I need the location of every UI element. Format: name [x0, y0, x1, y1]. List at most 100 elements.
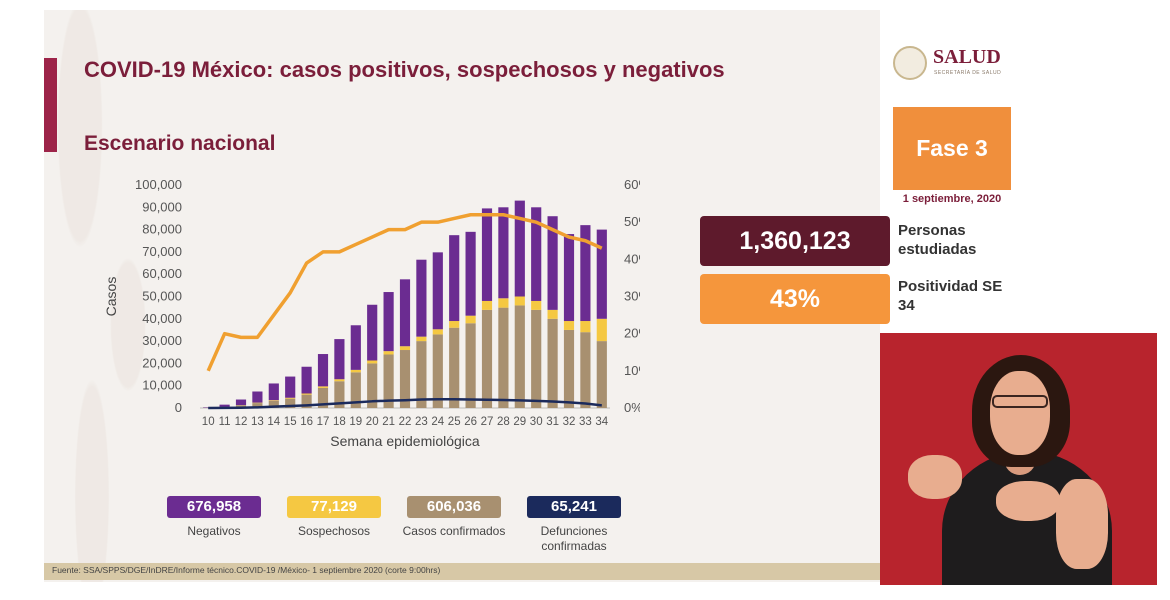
bar-sospechosos — [317, 386, 329, 388]
bar-casos-confirmados — [399, 350, 411, 408]
x-tick-label: 26 — [464, 416, 477, 428]
y2-tick-label: 50% — [624, 214, 640, 229]
positivity-label: Positividad SE 34 — [898, 278, 1003, 314]
source-footer: Fuente: SSA/SPPS/DGE/InDRE/Informe técni… — [52, 565, 441, 575]
bar-sospechosos — [268, 400, 279, 401]
y2-tick-label: 20% — [624, 326, 640, 341]
bar-casos-confirmados — [285, 398, 296, 408]
y-tick-label: 80,000 — [142, 222, 182, 237]
bar-casos-confirmados — [531, 309, 542, 408]
bar-casos-confirmados — [449, 327, 460, 408]
glasses-icon — [992, 395, 1048, 408]
x-tick-label: 30 — [530, 416, 543, 428]
x-tick-label: 25 — [448, 416, 461, 428]
bar-negativos — [252, 391, 263, 403]
y-tick-label: 0 — [175, 400, 182, 415]
slide-subtitle: Escenario nacional — [84, 132, 276, 155]
x-tick-label: 32 — [563, 416, 576, 428]
x-tick-label: 29 — [513, 416, 526, 428]
y-tick-label: 100,000 — [135, 177, 182, 192]
y-tick-label: 70,000 — [142, 244, 182, 259]
line-positividad — [206, 212, 603, 372]
x-tick-label: 19 — [349, 416, 362, 428]
bar-casos-confirmados — [301, 394, 312, 408]
x-tick-label: 24 — [431, 416, 444, 428]
people-studied-value: 1,360,123 — [700, 216, 890, 266]
bar-casos-confirmados — [416, 341, 427, 408]
y2-tick-label: 40% — [624, 251, 640, 266]
y2-tick-label: 10% — [624, 363, 640, 378]
bar-negativos — [531, 207, 542, 301]
bar-negativos — [514, 200, 525, 297]
bar-sospechosos — [547, 309, 558, 319]
stat-confirmados-value: 606,036 — [407, 496, 501, 518]
bar-sospechosos — [449, 321, 460, 328]
people-studied-label: Personas estudiadas — [898, 222, 977, 258]
bar-sospechosos — [514, 296, 525, 306]
positivity-value: 43% — [700, 274, 890, 324]
bar-sospechosos — [563, 321, 575, 330]
bar-negativos — [268, 383, 279, 401]
y-tick-label: 10,000 — [142, 378, 182, 393]
bar-negativos — [449, 235, 460, 322]
interpreter-arm — [1056, 479, 1108, 569]
y-axis-title: Casos — [103, 277, 119, 317]
cases-chart: 0 10,000 20,000 30,000 40,000 50,000 60,000 70,… — [103, 177, 640, 449]
bar-negativos — [399, 279, 411, 347]
bar-sospechosos — [383, 351, 394, 355]
bar-negativos — [383, 292, 394, 352]
x-tick-label: 16 — [300, 416, 313, 428]
interpreter-face — [990, 371, 1050, 455]
bar-negativos — [481, 208, 493, 301]
bar-sospechosos — [334, 379, 345, 382]
x-tick-label: 14 — [267, 416, 280, 428]
phase-badge: Fase 3 — [893, 107, 1011, 190]
bar-casos-confirmados — [596, 341, 607, 408]
stat-confirmados-label: Casos confirmados — [402, 524, 506, 538]
bar-casos-confirmados — [252, 403, 263, 408]
bar-casos-confirmados — [498, 307, 509, 408]
bar-negativos — [416, 259, 427, 337]
bar-negativos — [547, 216, 558, 310]
bar-casos-confirmados — [514, 305, 525, 408]
y-tick-label: 20,000 — [142, 355, 182, 370]
logo-name: SALUD — [933, 46, 1001, 68]
bar-sospechosos — [498, 298, 509, 308]
x-tick-label: 15 — [284, 416, 297, 428]
y-tick-label: 60,000 — [142, 266, 182, 281]
x-tick-label: 17 — [317, 416, 330, 428]
bar-sospechosos — [399, 346, 411, 351]
bar-casos-confirmados — [465, 323, 476, 408]
x-tick-label: 11 — [219, 416, 231, 428]
line-defunciones — [208, 398, 602, 410]
stat-negativos-value: 676,958 — [167, 496, 261, 518]
x-tick-label: 22 — [399, 416, 412, 428]
bar-sospechosos — [301, 393, 312, 395]
bar-negativos — [285, 376, 296, 398]
footer-bar — [44, 563, 880, 580]
bar-negativos — [219, 404, 230, 407]
interpreter-hand-right — [996, 481, 1060, 521]
stat-sospechosos-value: 77,129 — [287, 496, 381, 518]
stat-sospechosos-label: Sospechosos — [297, 524, 371, 538]
x-tick-label: 12 — [235, 416, 248, 428]
x-tick-label: 13 — [251, 416, 264, 428]
bar-casos-confirmados — [580, 332, 591, 408]
bar-sospechosos — [531, 300, 542, 310]
bar-negativos — [334, 339, 345, 380]
bar-negativos — [596, 229, 607, 319]
bar-casos-confirmados — [367, 363, 378, 408]
y-tick-label: 50,000 — [142, 289, 182, 304]
bar-sospechosos — [596, 318, 607, 342]
bar-casos-confirmados — [383, 354, 394, 408]
bar-negativos — [563, 234, 575, 322]
bar-casos-confirmados — [481, 309, 493, 408]
stat-defunciones-label: Defunciones confirmadas — [540, 524, 608, 553]
title-accent-bar — [44, 58, 57, 152]
bar-sospechosos — [285, 397, 296, 399]
bar-casos-confirmados — [317, 387, 329, 408]
x-tick-label: 31 — [546, 416, 559, 428]
coat-of-arms-icon — [893, 46, 927, 80]
bar-sospechosos — [580, 321, 591, 333]
bar-negativos — [301, 366, 312, 394]
